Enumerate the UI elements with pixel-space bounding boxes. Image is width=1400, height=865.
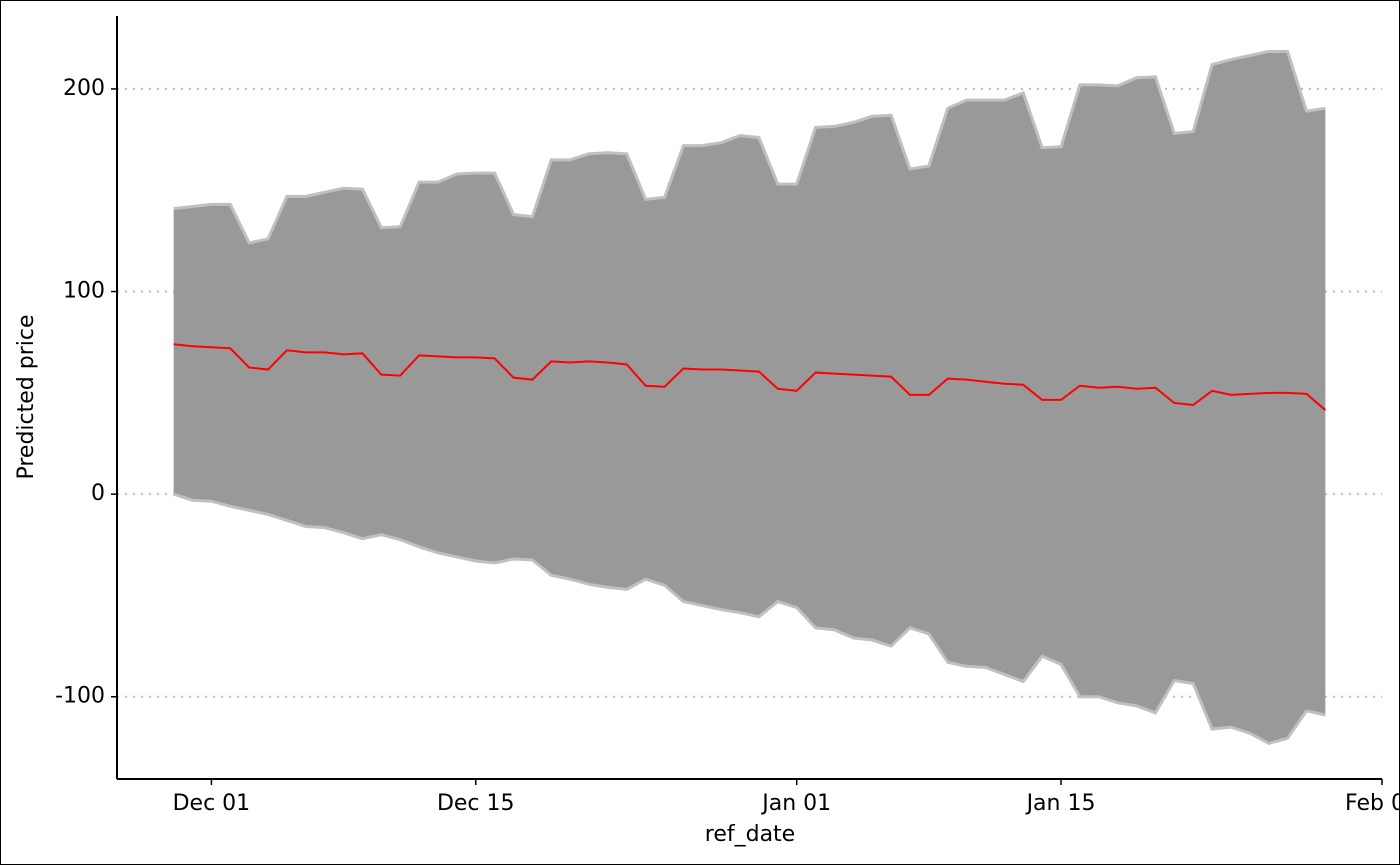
y-tick-label: -100 (55, 684, 105, 709)
x-tick-label: Feb 01 (1345, 791, 1400, 816)
y-axis-label: Predicted price (14, 314, 39, 479)
y-tick-label: 100 (63, 279, 105, 304)
ribbon-lower-edge (173, 492, 1326, 745)
ribbon-upper-edge (173, 49, 1326, 245)
x-tick-label: Dec 01 (173, 791, 251, 816)
x-tick-label: Jan 15 (1025, 791, 1096, 816)
ribbon (173, 51, 1326, 744)
x-tick-label: Dec 15 (437, 791, 515, 816)
x-axis-label: ref_date (705, 822, 795, 847)
x-tick-label: Jan 01 (760, 791, 831, 816)
y-tick-label: 200 (63, 76, 105, 101)
line (173, 343, 1327, 411)
y-tick-label: 0 (91, 481, 105, 506)
